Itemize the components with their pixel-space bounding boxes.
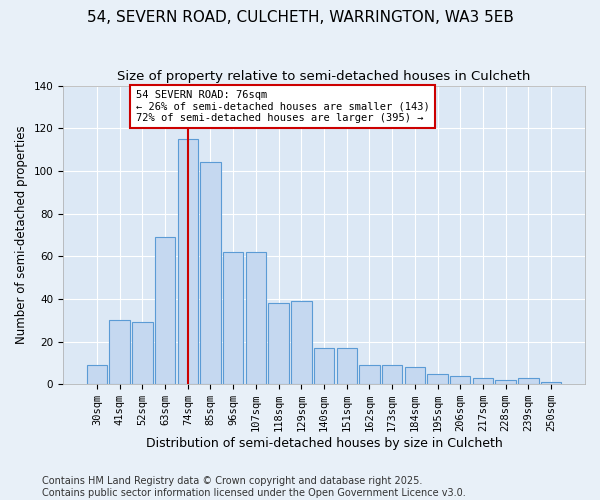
Bar — [200, 162, 221, 384]
Bar — [427, 374, 448, 384]
Bar — [404, 367, 425, 384]
Bar — [268, 303, 289, 384]
Bar — [382, 365, 403, 384]
Bar — [87, 365, 107, 384]
Bar — [132, 322, 152, 384]
Bar — [109, 320, 130, 384]
Bar — [337, 348, 357, 384]
Bar — [245, 252, 266, 384]
Bar — [473, 378, 493, 384]
Bar — [178, 139, 198, 384]
Bar — [314, 348, 334, 384]
Bar — [155, 237, 175, 384]
Bar — [359, 365, 380, 384]
Text: 54, SEVERN ROAD, CULCHETH, WARRINGTON, WA3 5EB: 54, SEVERN ROAD, CULCHETH, WARRINGTON, W… — [86, 10, 514, 25]
Y-axis label: Number of semi-detached properties: Number of semi-detached properties — [15, 126, 28, 344]
Bar — [541, 382, 561, 384]
Bar — [291, 301, 311, 384]
Title: Size of property relative to semi-detached houses in Culcheth: Size of property relative to semi-detach… — [118, 70, 531, 83]
Text: 54 SEVERN ROAD: 76sqm
← 26% of semi-detached houses are smaller (143)
72% of sem: 54 SEVERN ROAD: 76sqm ← 26% of semi-deta… — [136, 90, 430, 123]
X-axis label: Distribution of semi-detached houses by size in Culcheth: Distribution of semi-detached houses by … — [146, 437, 502, 450]
Bar — [496, 380, 516, 384]
Bar — [450, 376, 470, 384]
Text: Contains HM Land Registry data © Crown copyright and database right 2025.
Contai: Contains HM Land Registry data © Crown c… — [42, 476, 466, 498]
Bar — [223, 252, 244, 384]
Bar — [518, 378, 539, 384]
